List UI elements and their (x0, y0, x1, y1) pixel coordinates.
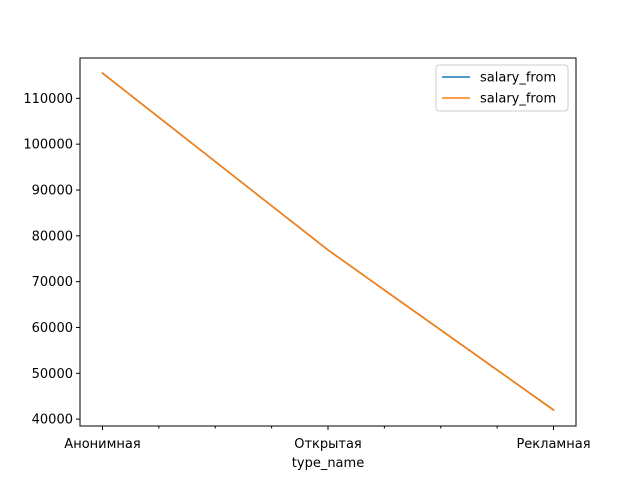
x-tick-label: Рекламная (516, 437, 590, 452)
x-axis-label: type_name (292, 456, 364, 471)
y-tick-label: 40000 (32, 413, 73, 428)
plot-area (101, 71, 555, 412)
y-tick-label: 60000 (32, 321, 73, 336)
y-tick-label: 90000 (32, 183, 73, 198)
y-tick-label: 100000 (23, 138, 73, 153)
x-tick-label: Открытая (294, 437, 362, 452)
legend-label-2: salary_from (480, 92, 556, 107)
series-line-2 (101, 71, 555, 412)
x-tick-label: Анонимная (64, 437, 140, 452)
legend-label-1: salary_from (480, 71, 556, 86)
y-tick-label: 50000 (32, 367, 73, 382)
y-tick-label: 80000 (32, 229, 73, 244)
y-tick-label: 70000 (32, 275, 73, 290)
legend: salary_from salary_from (435, 64, 569, 112)
axes: 40000 50000 60000 70000 80000 90000 100000 1100… (23, 57, 591, 452)
y-tick-label: 110000 (23, 92, 73, 107)
